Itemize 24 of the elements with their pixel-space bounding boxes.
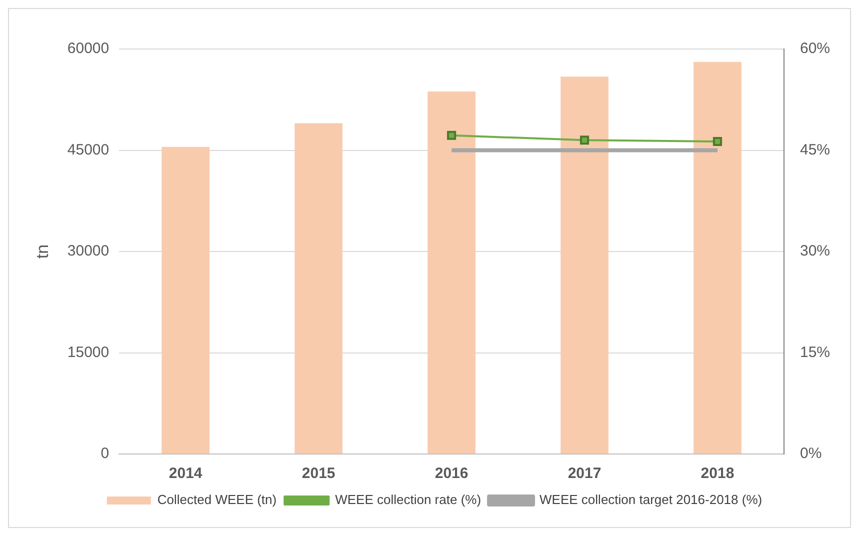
y2-tick-label: 0% xyxy=(800,445,822,462)
legend-label: Collected WEEE (tn) xyxy=(157,492,277,508)
x-tick-label: 2016 xyxy=(434,465,468,482)
y2-tick-label: 15% xyxy=(800,344,830,361)
bar xyxy=(294,123,343,454)
y2-tick-label: 45% xyxy=(800,141,830,158)
y-tick-label: 30000 xyxy=(67,242,110,260)
legend-label: WEEE collection rate (%) xyxy=(335,492,482,508)
y-tick-label: 0 xyxy=(100,445,110,462)
y-axis-title: tn xyxy=(32,244,52,259)
bar xyxy=(560,76,608,454)
y2-tick-label: 30% xyxy=(800,242,830,260)
x-tick-label: 2015 xyxy=(302,465,336,482)
x-tick-label: 2018 xyxy=(700,465,734,482)
y-tick-label: 45000 xyxy=(67,141,110,158)
y2-tick-label: 60% xyxy=(800,40,830,58)
y-tick-label: 60000 xyxy=(67,40,110,58)
x-tick-label: 2014 xyxy=(168,465,203,482)
legend-label: WEEE collection target 2016-2018 (%) xyxy=(540,492,762,508)
bar xyxy=(162,146,210,454)
y-tick-label: 15000 xyxy=(67,344,110,361)
bar xyxy=(428,92,476,454)
x-tick-label: 2017 xyxy=(568,465,602,482)
bar xyxy=(694,62,742,454)
